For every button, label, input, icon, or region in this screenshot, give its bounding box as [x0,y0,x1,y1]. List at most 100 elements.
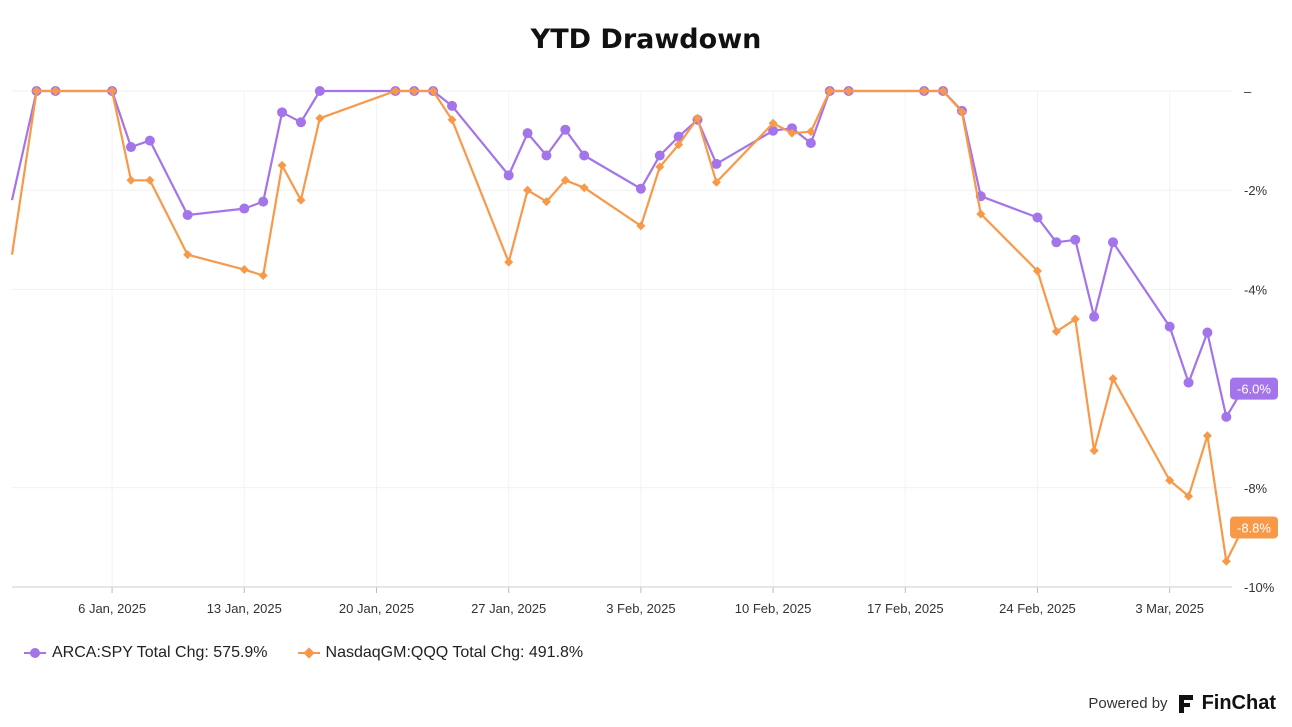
data-point[interactable] [711,158,722,169]
legend-label-qqq: NasdaqGM:QQQ Total Chg: 491.8% [325,644,584,661]
data-point[interactable] [144,135,155,146]
data-point[interactable] [673,131,684,142]
data-point[interactable] [145,175,155,185]
end-value-label: -6.0% [1237,382,1271,397]
data-point[interactable] [1051,237,1062,248]
data-point[interactable] [541,197,551,207]
data-point[interactable] [50,86,60,96]
data-point[interactable] [1089,311,1100,322]
data-point[interactable] [183,250,193,260]
data-point[interactable] [32,86,42,96]
data-point[interactable] [1221,556,1231,566]
data-point[interactable] [787,128,797,138]
data-point[interactable] [1202,431,1212,441]
data-point[interactable] [957,107,967,117]
data-point[interactable] [579,183,589,193]
chart-title: YTD Drawdown [530,24,762,55]
x-tick-label: 20 Jan, 2025 [339,601,414,616]
data-point[interactable] [1202,327,1213,338]
data-point[interactable] [1032,266,1042,276]
data-point[interactable] [126,175,136,185]
y-tick-label: -10% [1244,580,1275,595]
data-point[interactable] [579,150,590,161]
data-point[interactable] [125,142,136,153]
legend: ARCA:SPY Total Chg: 575.9% NasdaqGM:QQQ … [24,644,583,662]
data-point[interactable] [938,86,948,96]
data-point[interactable] [655,162,665,172]
data-point[interactable] [768,118,778,128]
x-tick-label: 13 Jan, 2025 [207,601,282,616]
data-point[interactable] [541,150,552,161]
data-point[interactable] [503,170,514,181]
data-point[interactable] [693,113,703,123]
data-point[interactable] [504,257,514,267]
data-point[interactable] [523,185,533,195]
data-point[interactable] [560,124,571,135]
data-point[interactable] [635,183,646,194]
data-point[interactable] [1164,321,1175,332]
data-point[interactable] [919,86,929,96]
data-point[interactable] [1070,314,1080,324]
data-point[interactable] [239,203,250,214]
legend-item-qqq[interactable]: NasdaqGM:QQQ Total Chg: 491.8% [297,644,584,662]
data-point[interactable] [277,160,287,170]
x-tick-label: 24 Feb, 2025 [999,601,1076,616]
data-point[interactable] [258,196,269,207]
x-tick-label: 27 Jan, 2025 [471,601,546,616]
data-point[interactable] [1032,212,1043,223]
axes: – -2% -4% -8% -10% 6 Jan, 2025 13 Jan, 2025 20 … [12,84,1275,616]
y-tick-label: -8% [1244,481,1268,496]
series-line-arca-spy [10,89,1245,418]
x-tick-label: 10 Feb, 2025 [735,601,812,616]
data-point[interactable] [314,86,325,96]
end-value-label: -8.8% [1237,520,1271,535]
data-point[interactable] [107,86,117,96]
data-point[interactable] [1051,327,1061,337]
data-point[interactable] [428,86,438,96]
data-point[interactable] [1165,475,1175,485]
data-point[interactable] [805,138,816,149]
data-point[interactable] [1184,491,1194,501]
data-point[interactable] [182,210,193,220]
data-point[interactable] [636,221,646,231]
data-point[interactable] [258,271,268,281]
end-labels: -6.0% -8.8% [1230,377,1278,539]
data-point[interactable] [409,86,419,96]
data-point[interactable] [1070,234,1081,245]
data-point[interactable] [1221,411,1232,422]
data-point[interactable] [277,107,288,118]
data-point[interactable] [522,128,533,139]
data-point[interactable] [976,209,986,219]
footer-branding: Powered by FinChat [1088,692,1276,715]
data-point[interactable] [447,100,458,111]
data-point[interactable] [844,86,854,96]
data-point[interactable] [390,86,400,96]
legend-label-spy: ARCA:SPY Total Chg: 575.9% [52,644,268,661]
data-point[interactable] [825,86,835,96]
finchat-logo-icon [1178,694,1193,713]
legend-item-spy[interactable]: ARCA:SPY Total Chg: 575.9% [24,644,268,662]
data-point[interactable] [315,113,325,123]
data-point[interactable] [296,195,306,205]
brand-name: FinChat [1201,692,1276,714]
data-point[interactable] [447,115,457,125]
data-point[interactable] [674,140,684,150]
y-tick-label: -4% [1244,282,1268,297]
data-point[interactable] [560,175,570,185]
data-point[interactable] [295,117,306,128]
data-point[interactable] [768,125,779,136]
data-point[interactable] [1183,377,1194,388]
data-point[interactable] [1108,374,1118,384]
x-tick-label: 3 Feb, 2025 [606,601,675,616]
data-point[interactable] [1108,237,1119,248]
data-point[interactable] [1089,446,1099,456]
y-tick-label: -2% [1244,183,1268,198]
data-point[interactable] [711,177,721,187]
gridlines [12,90,1232,588]
end-value-badge [1230,516,1278,539]
data-point[interactable] [806,127,816,137]
data-point[interactable] [239,265,249,275]
powered-by-text: Powered by [1088,695,1168,712]
data-point[interactable] [654,150,665,161]
series-line-nasdaqgm-qqq [10,89,1245,563]
